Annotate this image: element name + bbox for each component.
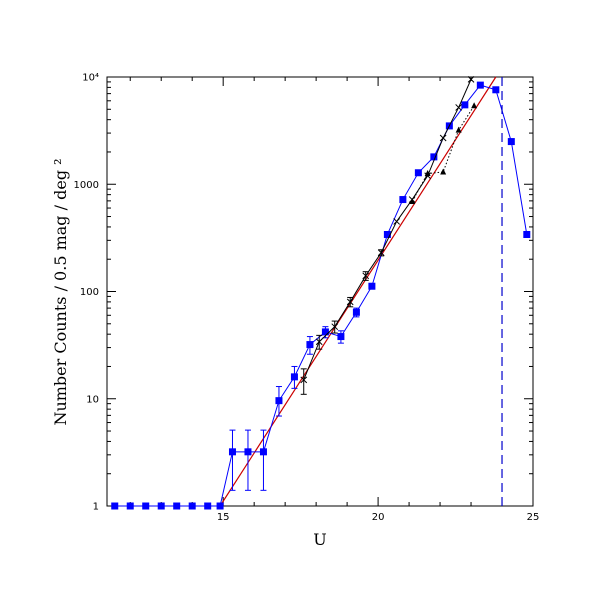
data-point [476,81,484,89]
data-point [467,76,475,83]
data-point [321,328,329,336]
marker-stroke [300,376,308,384]
series-3-line [411,105,475,202]
data-point [346,298,354,306]
y-tick-label: 1 [93,502,99,513]
data-point [216,502,224,510]
tick-labels: 15 20 25 1 10 100 1000 10⁴ [74,73,540,524]
data-point [424,169,431,176]
marker-stroke [377,249,385,257]
marker-stroke [315,338,323,346]
fit-line-group [219,76,497,507]
marker-stroke [346,298,354,306]
x-tick-label: 15 [217,512,230,523]
data-point [188,502,196,510]
data-point [157,502,165,510]
marker-stroke [455,104,462,111]
data-point [455,126,462,133]
data-point [290,373,298,381]
data-point [259,448,267,456]
data-point [111,502,119,510]
data-point [377,249,385,257]
data-point [126,502,134,510]
plot-area [106,76,534,507]
x-axis-label: U [313,530,326,549]
data-point [523,230,531,238]
y-axis-label: Number Counts / 0.5 mag / deg ² [51,158,70,425]
y-tick-label: 10⁴ [82,73,99,84]
data-point [430,153,438,161]
data-point [409,198,416,205]
data-point [331,323,339,331]
y-tick-label: 100 [80,287,99,298]
data-point [306,341,314,349]
data-point [461,101,469,109]
data-point [383,230,391,238]
data-point [439,134,447,142]
series-group [111,76,531,510]
data-point [173,502,181,510]
data-point [399,196,407,204]
data-point [455,104,462,111]
data-point [368,282,376,290]
data-point [471,102,478,109]
data-point [244,448,252,456]
data-point [204,502,212,510]
data-point [492,86,500,94]
marker-stroke [362,272,370,280]
data-point [507,138,515,146]
axis-ticks [107,76,534,507]
data-point [362,272,370,280]
y-tick-label: 1000 [74,180,99,191]
data-point [414,169,422,177]
data-point [352,308,360,316]
series-1-line [114,84,528,507]
data-point [393,218,401,225]
data-point [300,376,308,384]
fit-line [219,76,497,507]
data-point [315,338,323,346]
y-tick-label: 10 [86,394,99,405]
marker-stroke [331,323,339,331]
x-tick-label: 20 [372,512,385,523]
data-point [228,448,236,456]
data-point [275,397,283,405]
data-point [142,502,150,510]
x-tick-label: 25 [527,512,540,523]
data-point [440,168,447,175]
marker-stroke [393,218,401,225]
marker-stroke [467,76,475,83]
data-point [337,333,345,341]
marker-stroke [439,134,447,142]
